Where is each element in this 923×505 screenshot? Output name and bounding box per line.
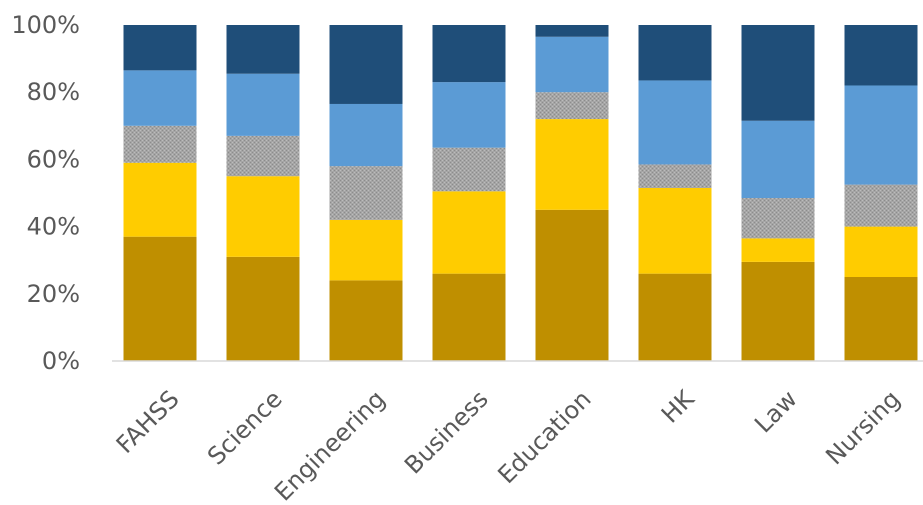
y-axis: 0% 20% 40% 60% 80% 100% (11, 11, 80, 375)
bar-segment-business-s4 (432, 82, 506, 148)
bar-segment-business-s5 (432, 25, 506, 83)
y-tick-label: 80% (27, 78, 80, 106)
x-tick-label: HK (656, 384, 701, 429)
bar-segment-science-s1 (226, 256, 300, 361)
bar-segment-engineering-s1 (329, 280, 403, 361)
bar-segment-nursing-s3 (844, 184, 918, 227)
bar-segment-hk-s1 (638, 273, 712, 361)
x-tick-label: Engineering (269, 385, 391, 505)
bar-segment-education-s2 (535, 119, 609, 210)
bar-segment-business-s1 (432, 273, 506, 361)
bar-segment-law-s4 (741, 120, 815, 199)
bar-segment-education-s5 (535, 25, 609, 37)
y-tick-label: 60% (27, 145, 80, 173)
bar-segment-engineering-s3 (329, 166, 403, 220)
bar-segment-engineering-s2 (329, 219, 403, 281)
bar-segment-engineering-s5 (329, 25, 403, 104)
bar-segment-hk-s3 (638, 164, 712, 188)
bar-segment-fahss-s2 (123, 162, 197, 237)
bar-segment-law-s3 (741, 198, 815, 239)
y-tick-label: 0% (42, 347, 80, 375)
bar-segment-science-s2 (226, 176, 300, 257)
bar-segment-fahss-s4 (123, 70, 197, 126)
bar-segment-business-s2 (432, 191, 506, 274)
x-tick-label: Nursing (820, 385, 905, 470)
x-tick-label: FAHSS (111, 385, 185, 459)
x-tick-label: Science (202, 385, 288, 471)
bar-segment-fahss-s3 (123, 125, 197, 163)
bar-segment-education-s1 (535, 209, 609, 361)
bar-segment-nursing-s1 (844, 277, 918, 361)
bar-segment-education-s3 (535, 92, 609, 120)
bar-segment-hk-s5 (638, 25, 712, 81)
bar-segment-education-s4 (535, 36, 609, 93)
bar-segment-hk-s2 (638, 187, 712, 274)
x-tick-label: Business (399, 385, 494, 480)
y-tick-label: 20% (27, 280, 80, 308)
bar-segment-fahss-s1 (123, 236, 197, 361)
bar-segment-nursing-s5 (844, 25, 918, 86)
y-tick-label: 40% (27, 213, 80, 241)
bars-group (123, 25, 918, 361)
bar-segment-fahss-s5 (123, 25, 197, 71)
bar-segment-law-s5 (741, 25, 815, 121)
x-tick-label: Education (492, 385, 596, 489)
y-tick-label: 100% (11, 11, 80, 39)
bar-segment-science-s3 (226, 135, 300, 177)
bar-segment-engineering-s4 (329, 103, 403, 167)
bar-segment-law-s1 (741, 261, 815, 361)
bar-segment-hk-s4 (638, 80, 712, 165)
bar-segment-science-s5 (226, 25, 300, 74)
bar-segment-science-s4 (226, 73, 300, 136)
bar-segment-law-s2 (741, 238, 815, 262)
x-tick-label: Law (749, 385, 803, 439)
bar-segment-nursing-s4 (844, 85, 918, 185)
bar-segment-business-s3 (432, 147, 506, 192)
bar-segment-nursing-s2 (844, 226, 918, 277)
